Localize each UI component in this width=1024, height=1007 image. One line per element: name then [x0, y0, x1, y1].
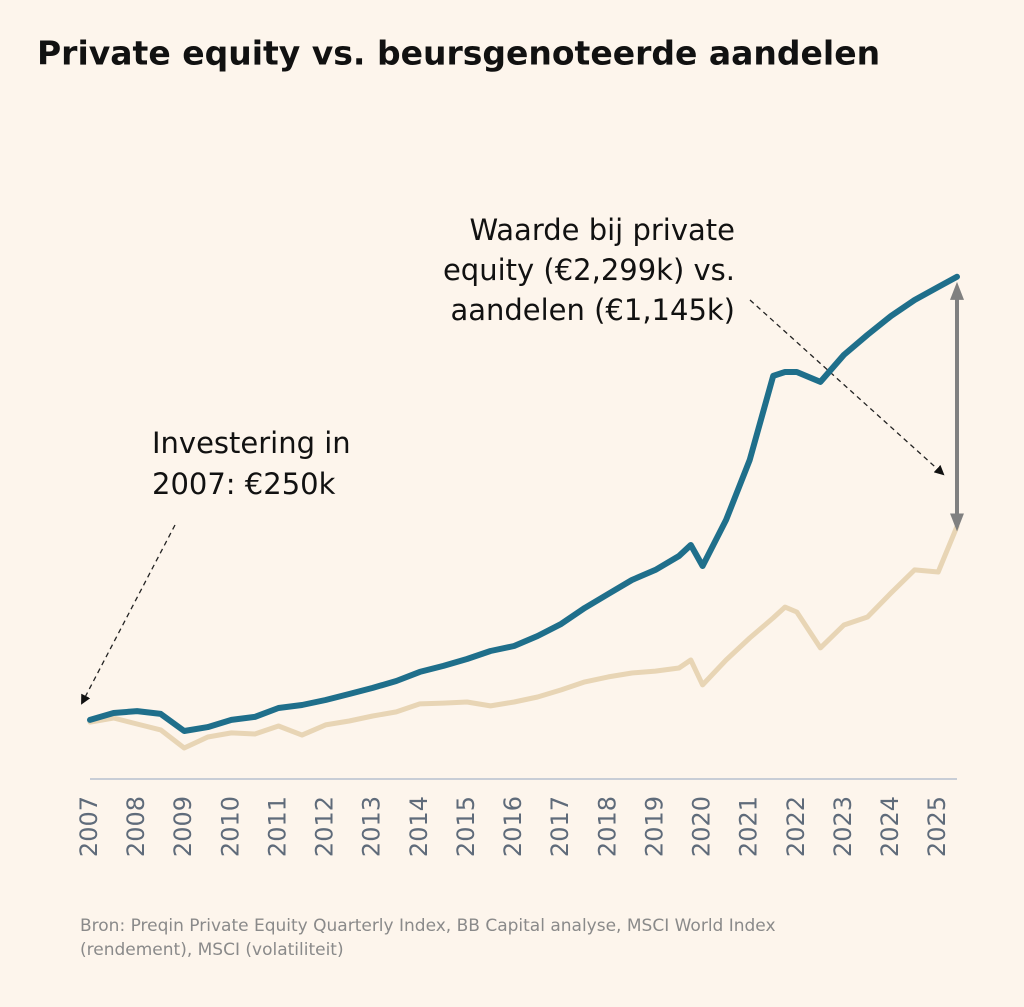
annotation-arrow [81, 524, 176, 705]
x-tick-label: 2014 [405, 796, 433, 857]
x-tick-label: 2009 [169, 796, 197, 857]
annotation: equity (€2,299k) vs. [443, 253, 735, 287]
x-tick-label: 2019 [640, 796, 668, 857]
x-tick-label: 2007 [75, 796, 103, 857]
x-tick-label: 2008 [122, 796, 150, 857]
annotation: aandelen (€1,145k) [450, 293, 735, 327]
x-tick-label: 2024 [876, 796, 904, 857]
annotation: Investering in [152, 426, 351, 460]
x-tick-label: 2022 [782, 796, 810, 857]
line-series [87, 273, 960, 734]
x-tick-label: 2015 [452, 796, 480, 857]
x-tick-label: 2020 [688, 796, 716, 857]
annotation: 2007: €250k [152, 467, 336, 501]
source-note: (rendement), MSCI (volatiliteit) [80, 940, 344, 960]
x-tick-label: 2013 [358, 796, 386, 857]
x-tick-label: 2017 [546, 796, 574, 857]
annotation-arrow [749, 299, 945, 476]
annotation: Waarde bij private [469, 213, 735, 247]
source-note: Bron: Preqin Private Equity Quarterly In… [80, 916, 776, 936]
x-tick-label: 2011 [263, 796, 291, 857]
x-tick-label: 2010 [216, 796, 244, 857]
x-tick-label: 2016 [499, 796, 527, 857]
x-tick-label: 2023 [829, 796, 857, 857]
chart-title: Private equity vs. beursgenoteerde aande… [37, 34, 880, 73]
x-tick-label: 2025 [923, 796, 951, 857]
x-tick-label: 2018 [593, 796, 621, 857]
x-tick-label: 2012 [311, 796, 339, 857]
line-series [87, 523, 960, 751]
x-tick-label: 2021 [735, 796, 763, 857]
